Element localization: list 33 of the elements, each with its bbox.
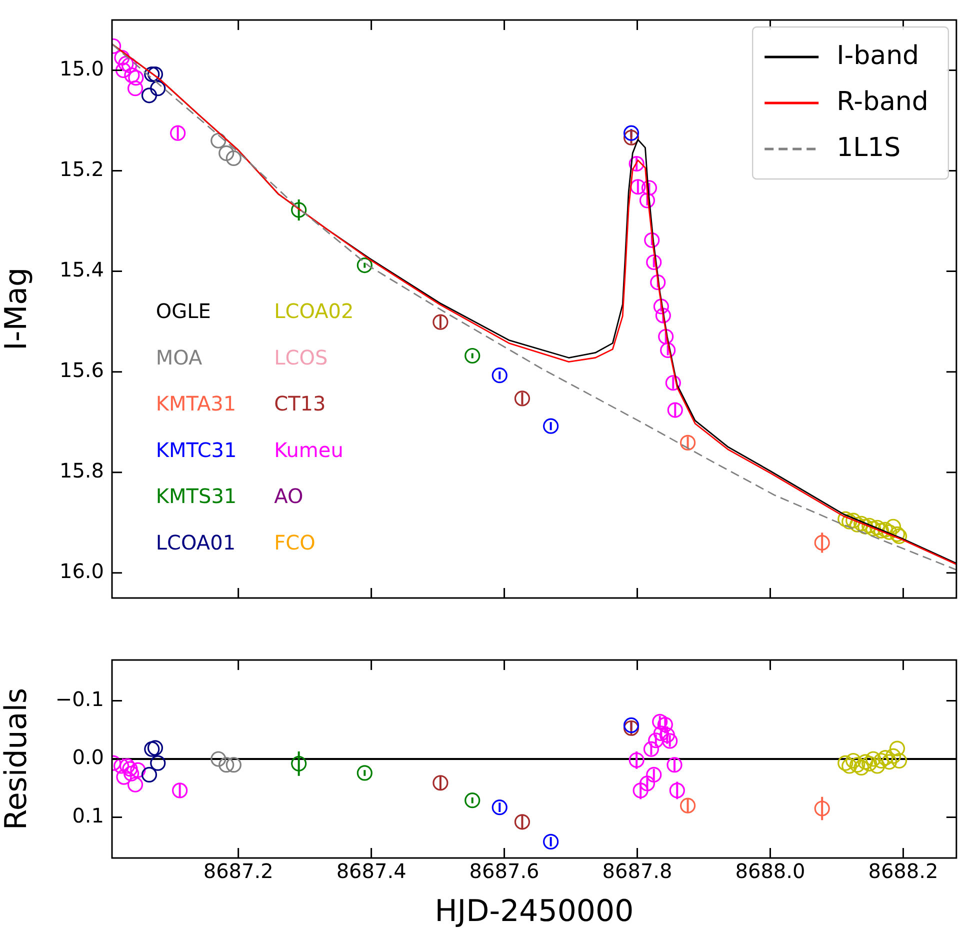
y-tick-label: 0.0 [72,745,104,770]
y-axis-title: I-Mag [0,268,34,350]
x-tick-label: 8687.4 [336,859,406,884]
legend-label: FCO [274,530,316,554]
y-tick-label: 15.6 [59,358,104,382]
y-tick-label: 0.1 [72,803,104,828]
legend-label: I-band [836,40,920,71]
legend-label: AO [274,484,304,508]
text: KMTC31 [156,438,237,462]
text: LCOA01 [156,530,236,554]
text: Kumeu [274,438,344,462]
y-tick-label: 16.0 [59,559,104,584]
x-tick-label: 8687.6 [469,859,540,884]
legend-label: LCOS [274,345,328,370]
legend-label: OGLE [156,299,211,324]
y-tick-label: 15.2 [59,156,104,181]
y-tick-label: 15.4 [59,258,104,282]
y-tick-label: 15.0 [59,56,104,80]
x-tick-label: 8687.2 [203,859,274,884]
legend-label: R-band [836,86,928,117]
x-tick-label: 8688.0 [735,859,806,884]
x-tick-label: 8687.8 [602,859,672,884]
x-tick-label: 8688.2 [868,859,938,884]
text: MOA [156,345,203,370]
x-axis-title: HJD-2450000 [434,894,634,929]
y-tick-label: 15.8 [59,458,104,483]
text: KMTA31 [156,392,236,416]
legend-label: 1L1S [836,132,901,163]
text: KMTS31 [156,484,237,508]
text: CT13 [274,392,326,416]
y-axis-title: Residuals [0,688,34,830]
y-tick-label: −0.1 [55,686,104,711]
text: LCOA02 [274,299,354,324]
